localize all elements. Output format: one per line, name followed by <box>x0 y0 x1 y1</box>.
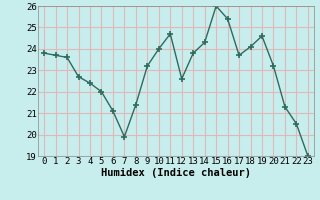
X-axis label: Humidex (Indice chaleur): Humidex (Indice chaleur) <box>101 168 251 178</box>
